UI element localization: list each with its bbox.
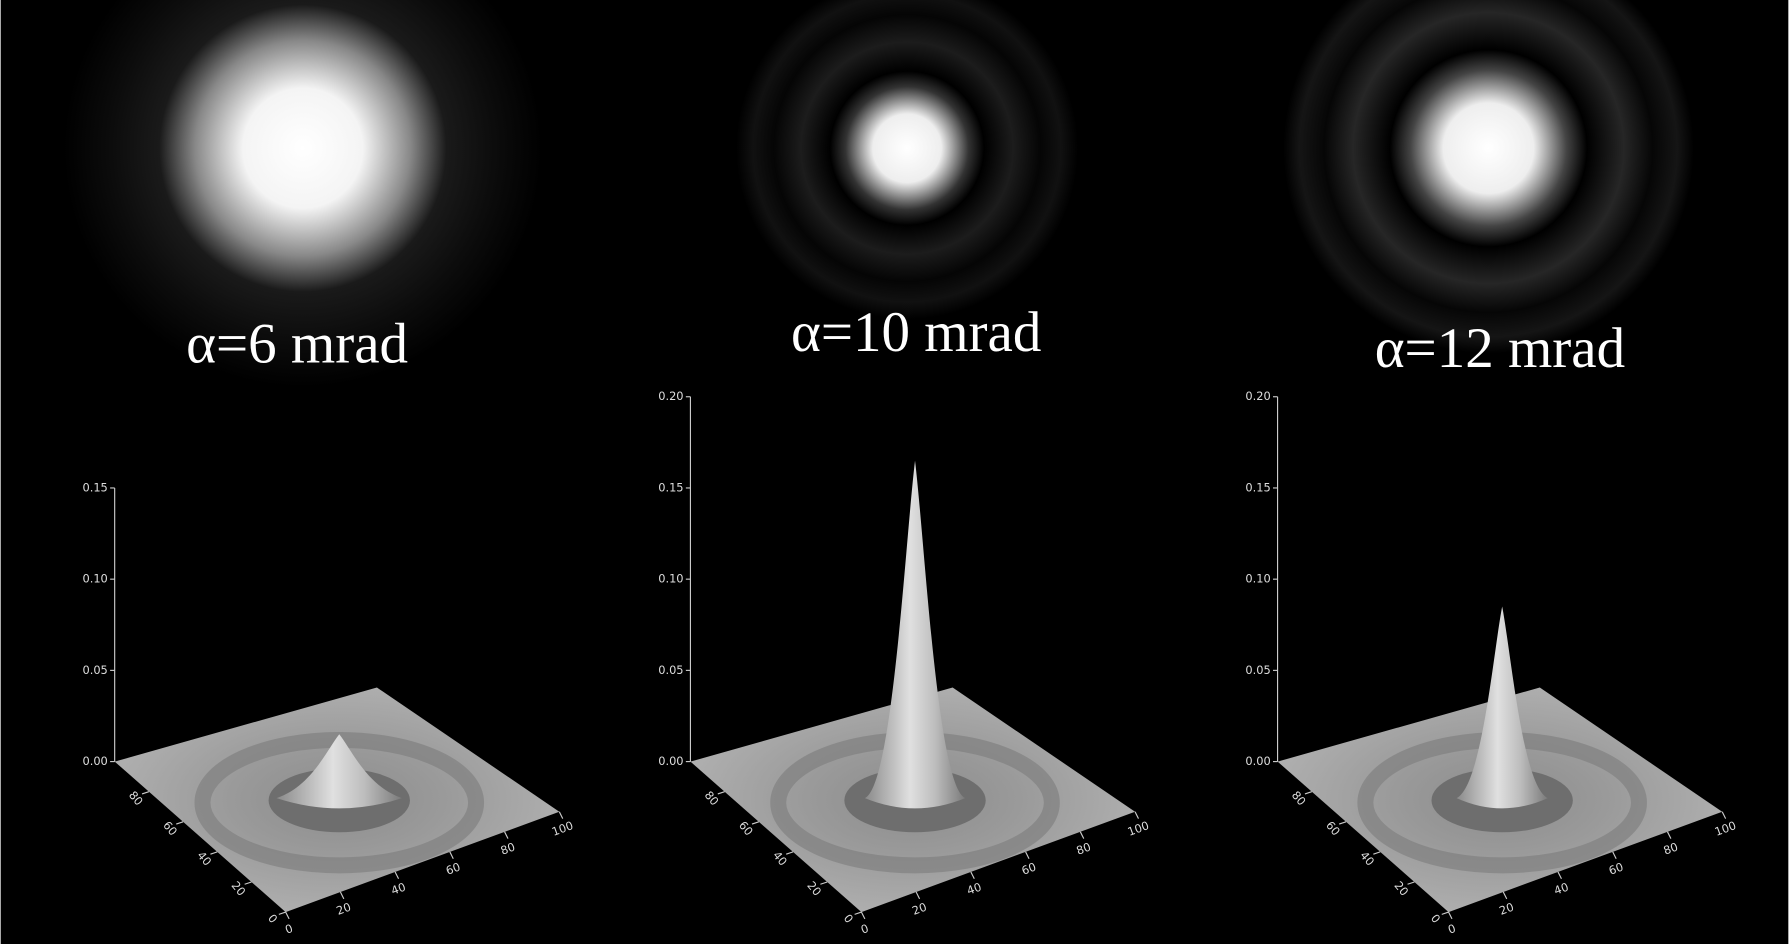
panel-label: α=6 mrad [186,313,408,376]
panel-label: α=10 mrad [791,301,1041,364]
z-tick-label: 0.00 [658,754,683,768]
z-tick-label: 0.10 [1245,572,1270,586]
z-tick-label: 0.15 [82,480,107,494]
z-tick-label: 0.00 [82,754,107,768]
figure: α=6 mrad0.000.050.100.150204060801000204… [0,0,1789,944]
page: {"panels": [ {"label": "α=6 mrad", "peak… [0,0,1789,944]
z-tick-label: 0.20 [658,389,683,403]
z-tick-label: 0.10 [82,572,107,586]
z-tick-label: 0.10 [658,572,683,586]
z-tick-label: 0.15 [1245,480,1270,494]
z-tick-label: 0.20 [1245,389,1270,403]
z-tick-label: 0.15 [658,480,683,494]
panel-label: α=12 mrad [1375,317,1625,380]
z-tick-label: 0.05 [1245,663,1270,677]
z-tick-label: 0.05 [658,663,683,677]
z-tick-label: 0.00 [1245,754,1270,768]
z-tick-label: 0.05 [82,663,107,677]
